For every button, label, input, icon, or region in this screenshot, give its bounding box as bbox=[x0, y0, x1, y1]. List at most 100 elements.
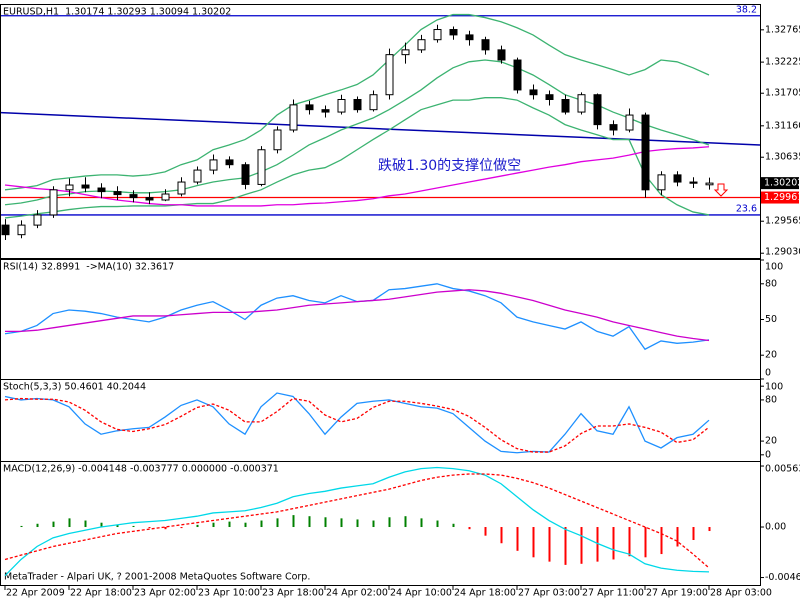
level-label: 23.6 bbox=[736, 203, 757, 214]
x-tick-label: 27 Apr 11:00 bbox=[582, 588, 644, 599]
x-tick-label: 23 Apr 18:00 bbox=[262, 588, 324, 599]
candle-body bbox=[673, 174, 682, 183]
panel-title: RSI(14) 32.8991 ->MA(10) 32.3617 bbox=[3, 262, 174, 273]
candle-body bbox=[369, 94, 378, 111]
panel-frame bbox=[0, 461, 761, 586]
candle-body bbox=[577, 94, 586, 113]
candle-body bbox=[65, 184, 74, 191]
candle-body bbox=[497, 49, 506, 61]
candle-body bbox=[193, 169, 202, 183]
indicator-line bbox=[5, 289, 710, 342]
x-tick-label: 23 Apr 10:00 bbox=[198, 588, 260, 599]
indicator-line bbox=[4, 13, 710, 191]
level-label: 38.2 bbox=[736, 4, 757, 15]
y-tick-label: 80 bbox=[765, 278, 777, 289]
candle-body bbox=[145, 197, 154, 201]
candle-body bbox=[609, 124, 618, 131]
y-tick-label: 1.32765 bbox=[765, 24, 800, 35]
panel-title: Stoch(5,3,3) 50.4601 40.2044 bbox=[3, 382, 146, 393]
down-arrow bbox=[713, 183, 729, 197]
y-tick-label: 1.31160 bbox=[765, 120, 800, 131]
candle-body bbox=[177, 181, 186, 195]
candle-body bbox=[17, 224, 26, 236]
candle-body bbox=[593, 94, 602, 126]
y-tick-label: 0.005637 bbox=[765, 464, 800, 475]
candle-body bbox=[353, 99, 362, 111]
candle-body bbox=[337, 99, 346, 113]
trend-line bbox=[0, 111, 761, 146]
y-tick-label: 1.29565 bbox=[765, 216, 800, 227]
indicator-line bbox=[4, 466, 710, 577]
candle-body bbox=[705, 182, 714, 186]
x-tick-label: 23 Apr 02:00 bbox=[134, 588, 196, 599]
x-tick-label: 22 Apr 2009 bbox=[6, 588, 65, 599]
candle-body bbox=[97, 187, 106, 193]
y-tick-label: 0 bbox=[765, 368, 771, 379]
candle-body bbox=[225, 159, 234, 166]
footer: MetaTrader - Alpari UK, ? 2001-2008 Meta… bbox=[4, 572, 310, 583]
price-label: 1.29961 bbox=[764, 192, 800, 203]
candle-body bbox=[481, 39, 490, 51]
indicator-line bbox=[4, 146, 710, 207]
candle-body bbox=[641, 114, 650, 191]
indicator-line bbox=[4, 97, 710, 219]
candle-body bbox=[49, 189, 58, 216]
price-label-box bbox=[761, 177, 799, 190]
y-tick-label: 20 bbox=[765, 436, 777, 447]
candle-body bbox=[321, 109, 330, 113]
price-label-box bbox=[761, 191, 799, 204]
x-tick-label: 24 Apr 02:00 bbox=[326, 588, 388, 599]
candle-body bbox=[257, 149, 266, 185]
candle-body bbox=[657, 174, 666, 191]
candle-body bbox=[545, 94, 554, 101]
candle-body bbox=[385, 54, 394, 96]
candle-body bbox=[625, 114, 634, 131]
candle-body bbox=[465, 34, 474, 41]
candle-body bbox=[401, 49, 410, 56]
y-tick-label: 1.29030 bbox=[765, 247, 800, 258]
x-tick-label: 22 Apr 18:00 bbox=[70, 588, 132, 599]
candle-body bbox=[561, 99, 570, 113]
y-tick-label: 1.31705 bbox=[765, 88, 800, 99]
candle-body bbox=[81, 184, 90, 189]
candle-body bbox=[305, 104, 314, 111]
y-tick-label: 0.00 bbox=[765, 522, 786, 533]
candle-body bbox=[513, 59, 522, 91]
indicator-line bbox=[4, 397, 710, 453]
candle-body bbox=[1, 224, 10, 236]
indicator-line bbox=[4, 59, 710, 206]
x-tick-label: 24 Apr 10:00 bbox=[390, 588, 452, 599]
current-price: 1.30202 bbox=[764, 178, 800, 189]
y-tick-label: 20 bbox=[765, 350, 777, 361]
x-tick-label: 27 Apr 03:00 bbox=[518, 588, 580, 599]
panel-title: MACD(12,26,9) -0.004148 -0.003777 0.0000… bbox=[3, 464, 279, 475]
candle-body bbox=[433, 29, 442, 41]
panel-frames bbox=[0, 4, 761, 586]
candle-body bbox=[689, 181, 698, 184]
candle-body bbox=[241, 164, 250, 185]
candle-body bbox=[113, 191, 122, 196]
y-tick-label: 1.30635 bbox=[765, 152, 800, 163]
candle-body bbox=[33, 214, 42, 226]
y-tick-label: 100 bbox=[765, 382, 783, 393]
y-tick-label: 80 bbox=[765, 394, 777, 405]
panel-title: EURUSD,H1 1.30174 1.30293 1.30094 1.3020… bbox=[3, 7, 231, 18]
x-tick-label: 27 Apr 19:00 bbox=[646, 588, 708, 599]
y-tick-label: 1.32225 bbox=[765, 57, 800, 68]
x-tick-label: 24 Apr 18:00 bbox=[454, 588, 516, 599]
candle-body bbox=[161, 193, 170, 201]
indicator-line bbox=[4, 473, 710, 569]
x-tick-label: 28 Apr 03:00 bbox=[710, 588, 772, 599]
candle-body bbox=[289, 104, 298, 131]
annotation: 跌破1.30的支撑位做空 bbox=[378, 158, 521, 174]
y-tick-label: 50 bbox=[765, 314, 777, 325]
candle-body bbox=[273, 129, 282, 151]
candle-body bbox=[417, 39, 426, 51]
candle-body bbox=[449, 29, 458, 36]
panel-frame bbox=[0, 4, 761, 259]
y-tick-label: 100 bbox=[765, 262, 783, 273]
candle-body bbox=[209, 159, 218, 171]
y-tick-label: -0.00467 bbox=[765, 572, 800, 583]
